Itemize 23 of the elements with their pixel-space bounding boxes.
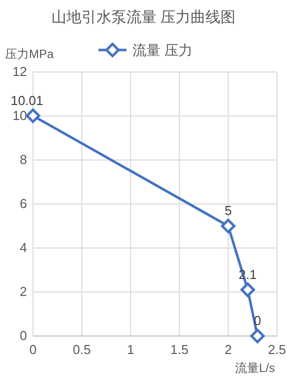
x-tick-label: 1 xyxy=(126,342,134,357)
y-tick-label: 4 xyxy=(20,240,27,255)
point xyxy=(220,218,236,234)
x-tick-label: 1.5 xyxy=(170,342,188,357)
y-tick-label: 0 xyxy=(20,328,27,343)
point xyxy=(26,108,40,124)
x-tick-label: 2.5 xyxy=(268,342,286,357)
legend-label: 流量 压力 xyxy=(132,42,192,58)
y-tick-label: 8 xyxy=(20,152,27,167)
data-label: 10.01 xyxy=(10,92,44,108)
data-label: 5 xyxy=(224,203,232,218)
y-tick-label: 6 xyxy=(20,196,27,211)
x-tick-label: 2 xyxy=(224,342,232,357)
y-axis-title: 压力MPa xyxy=(5,47,54,61)
y-tick-label: 12 xyxy=(12,64,27,79)
x-tick-label: 0.5 xyxy=(72,342,91,357)
chart-title: 山地引水泵流量 压力曲线图 xyxy=(51,9,236,26)
point xyxy=(240,282,255,298)
x-tick-label: 0 xyxy=(29,342,37,357)
y-tick-label: 10 xyxy=(12,108,27,123)
x-axis-title: 流量L/s xyxy=(234,361,275,375)
point xyxy=(250,328,265,344)
y-tick-label: 2 xyxy=(20,284,27,299)
